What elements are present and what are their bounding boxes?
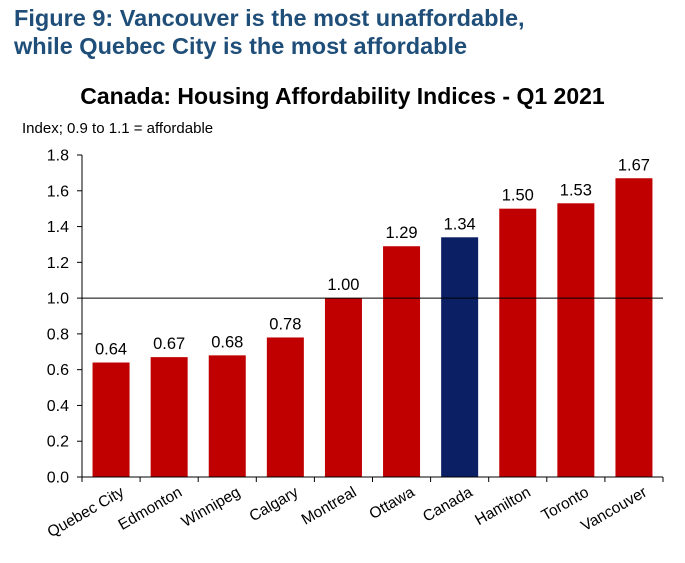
figure-title-line-2: while Quebec City is the most affordable bbox=[14, 33, 468, 59]
bar-value-label: 1.50 bbox=[502, 187, 534, 205]
y-tick-label: 0.4 bbox=[47, 398, 69, 415]
bar bbox=[615, 178, 653, 477]
bar-value-label: 1.53 bbox=[560, 181, 592, 199]
bar bbox=[266, 337, 304, 477]
bar bbox=[441, 237, 479, 477]
x-tick-label: Hamilton bbox=[472, 484, 533, 529]
x-tick-label: Ottawa bbox=[367, 484, 418, 523]
bar-value-label: 0.64 bbox=[95, 341, 127, 359]
x-tick-label: Montreal bbox=[299, 484, 360, 529]
figure-title-line-1: Figure 9: Vancouver is the most unafford… bbox=[14, 5, 525, 31]
y-tick-label: 1.2 bbox=[47, 255, 69, 272]
y-tick-label: 1.0 bbox=[47, 291, 69, 308]
bar-value-label: 0.78 bbox=[269, 315, 301, 333]
chart-title: Canada: Housing Affordability Indices - … bbox=[80, 83, 605, 109]
y-tick-label: 1.8 bbox=[47, 148, 69, 165]
bar bbox=[150, 357, 188, 477]
figure-title: Figure 9: Vancouver is the most unafford… bbox=[14, 4, 674, 60]
y-tick-label: 0.8 bbox=[47, 326, 69, 343]
y-tick-label: 0.2 bbox=[47, 434, 69, 451]
y-tick-label: 0.0 bbox=[47, 470, 69, 487]
x-tick-label: Edmonton bbox=[115, 484, 185, 534]
y-tick-label: 1.4 bbox=[47, 219, 69, 236]
bar-value-label: 1.67 bbox=[618, 156, 650, 174]
bar bbox=[92, 362, 130, 477]
bar-value-label: 1.29 bbox=[385, 224, 417, 242]
bar-value-label: 1.00 bbox=[327, 276, 359, 294]
x-tick-label: Quebec City bbox=[45, 484, 128, 541]
x-tick-label: Calgary bbox=[247, 484, 302, 526]
bar bbox=[324, 298, 362, 477]
x-tick-label: Canada bbox=[420, 484, 476, 526]
y-axis-caption: Index; 0.9 to 1.1 = affordable bbox=[22, 120, 214, 137]
bar bbox=[557, 203, 595, 478]
bar bbox=[499, 208, 537, 477]
bar-value-label: 0.68 bbox=[211, 333, 243, 351]
y-tick-label: 0.6 bbox=[47, 362, 69, 379]
bar bbox=[208, 355, 246, 477]
bar-value-label: 0.67 bbox=[153, 335, 185, 353]
x-tick-label: Winnipeg bbox=[179, 484, 243, 531]
y-tick-label: 1.6 bbox=[47, 183, 69, 200]
bar bbox=[383, 246, 421, 477]
x-tick-label: Vancouver bbox=[578, 484, 650, 535]
bar-value-label: 1.34 bbox=[444, 215, 476, 233]
